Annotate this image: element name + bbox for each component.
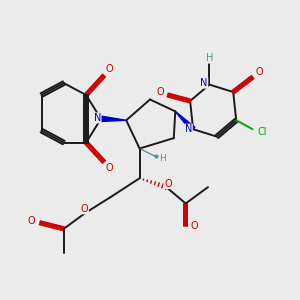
Text: O: O: [28, 216, 35, 226]
Text: O: O: [164, 178, 172, 189]
Text: N: N: [200, 78, 208, 88]
Text: O: O: [157, 87, 164, 97]
Text: N: N: [94, 113, 101, 123]
Text: O: O: [81, 204, 88, 214]
Text: N: N: [185, 124, 192, 134]
Polygon shape: [101, 116, 126, 122]
Text: O: O: [256, 67, 263, 77]
Text: H: H: [159, 154, 166, 164]
Text: O: O: [190, 221, 198, 231]
Text: Cl: Cl: [258, 127, 267, 136]
Polygon shape: [175, 111, 195, 131]
Text: O: O: [105, 64, 113, 74]
Text: H: H: [206, 53, 213, 63]
Text: O: O: [105, 164, 113, 173]
